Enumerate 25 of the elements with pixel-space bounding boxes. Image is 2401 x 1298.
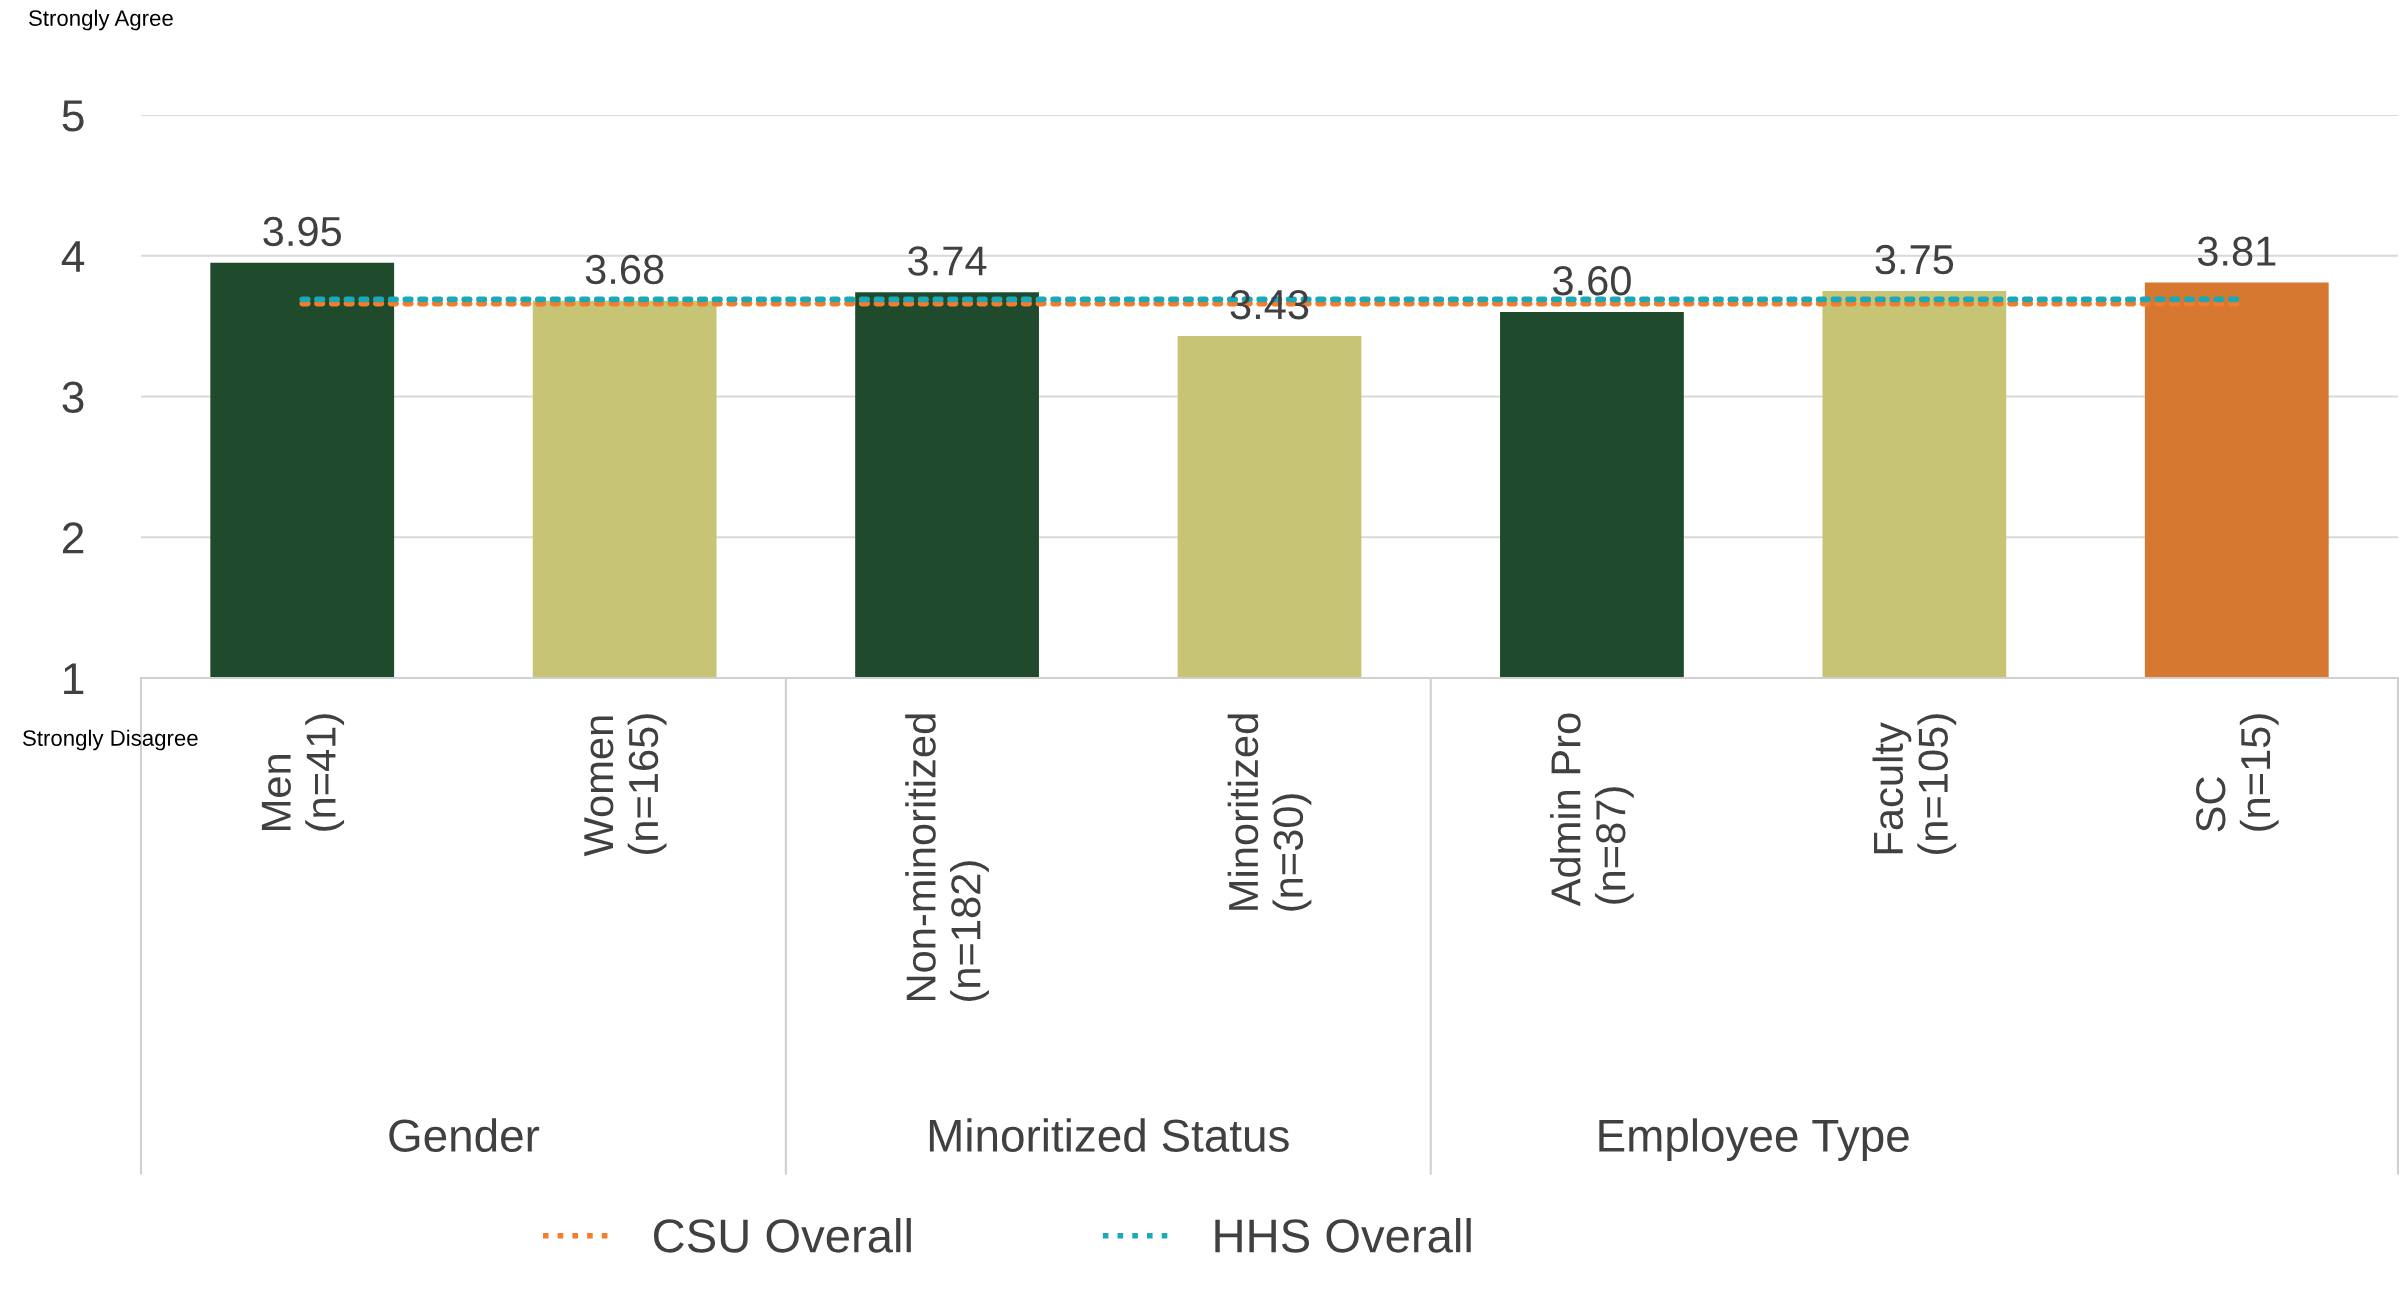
data-label: 3.68 bbox=[585, 254, 664, 285]
x-tick-label: Men (n=41) bbox=[261, 714, 345, 831]
x-tick-label: Minoritized (n=30) bbox=[1227, 714, 1312, 911]
data-label: 3.74 bbox=[908, 246, 987, 276]
legend-label: CSU Overall bbox=[653, 1217, 911, 1253]
data-label: 3.60 bbox=[1552, 265, 1631, 296]
x-tick-label: Non-minoritized (n=182) bbox=[905, 714, 989, 1001]
text: Employee Type bbox=[1599, 1118, 1909, 1162]
y-tick-label: 5 bbox=[62, 100, 84, 132]
data-label: 3.75 bbox=[1875, 244, 1954, 275]
y-tick-label: 3 bbox=[62, 381, 84, 414]
x-tick-label: SC (n=15) bbox=[2196, 714, 2279, 832]
text: Minoritized Status bbox=[929, 1118, 1289, 1152]
y-tick-label: 4 bbox=[61, 241, 85, 272]
text: Gender bbox=[389, 1118, 540, 1152]
x-tick-label: Admin Pro (n=87) bbox=[1550, 713, 1634, 907]
data-label: 3.95 bbox=[263, 216, 342, 247]
text: Strongly Agree bbox=[29, 9, 173, 31]
y-tick-label: 2 bbox=[62, 522, 84, 554]
x-tick-label: Faculty (n=105) bbox=[1872, 714, 1957, 854]
text: Strongly Disagree bbox=[23, 729, 198, 751]
x-tick-label: Women (n=165) bbox=[584, 714, 667, 857]
y-tick-label: 1 bbox=[64, 663, 84, 695]
legend-label: HHS Overall bbox=[1215, 1217, 1471, 1253]
data-label: 3.81 bbox=[2197, 236, 2276, 266]
